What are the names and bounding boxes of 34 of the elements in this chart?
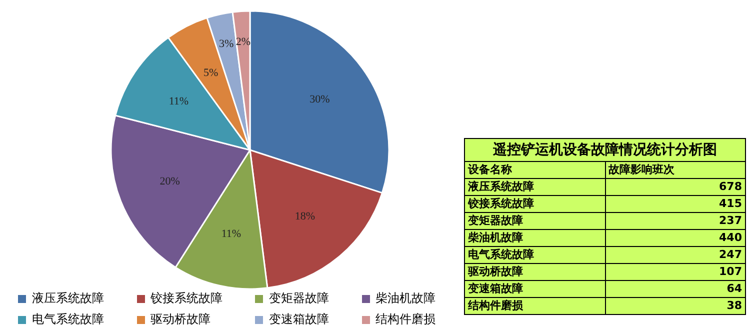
legend-label: 结构件磨损: [374, 311, 436, 328]
data-label: 11%: [168, 96, 189, 108]
category-label: 柴油机故障: [468, 231, 523, 244]
text: 678: [605, 178, 746, 196]
legend-label: 变矩器故障: [268, 290, 330, 307]
text: 415: [605, 196, 746, 212]
text: 107: [605, 264, 746, 280]
data-label: 20%: [160, 176, 180, 188]
legend-label: 液压系统故障: [31, 290, 105, 307]
legend-label: 铰接系统故障: [150, 290, 224, 307]
slice-label: 液压系统故障: [464, 178, 605, 196]
category-label: 变速箱故障: [468, 282, 523, 295]
data-label: 30%: [310, 93, 330, 106]
data-label: 11%: [221, 228, 242, 240]
category-label: 变矩器故障: [468, 214, 523, 227]
category-label: 电气系统故障: [468, 248, 534, 261]
legend-label: 柴油机故障: [374, 290, 436, 307]
text: 遥控铲运机设备故障情况统计分析图: [464, 138, 746, 162]
data-label: 3%: [219, 38, 234, 50]
text: 237: [605, 212, 746, 230]
legend-label: 电气系统故障: [31, 311, 105, 328]
data-label: 5%: [204, 67, 218, 80]
text: 设备名称: [464, 162, 605, 178]
text: 440: [605, 230, 746, 246]
data-label: 18%: [294, 210, 316, 222]
category-label: 驱动桥故障: [468, 265, 523, 278]
text: 38: [605, 298, 746, 314]
legend-label: 驱动桥故障: [150, 311, 212, 328]
text: 64: [605, 280, 746, 298]
category-label: 结构件磨损: [468, 299, 523, 312]
text: 故障影响班次: [605, 162, 746, 178]
category-label: 铰接系统故障: [468, 197, 534, 210]
text: 247: [605, 246, 746, 264]
legend-label: 变速箱故障: [268, 311, 330, 328]
